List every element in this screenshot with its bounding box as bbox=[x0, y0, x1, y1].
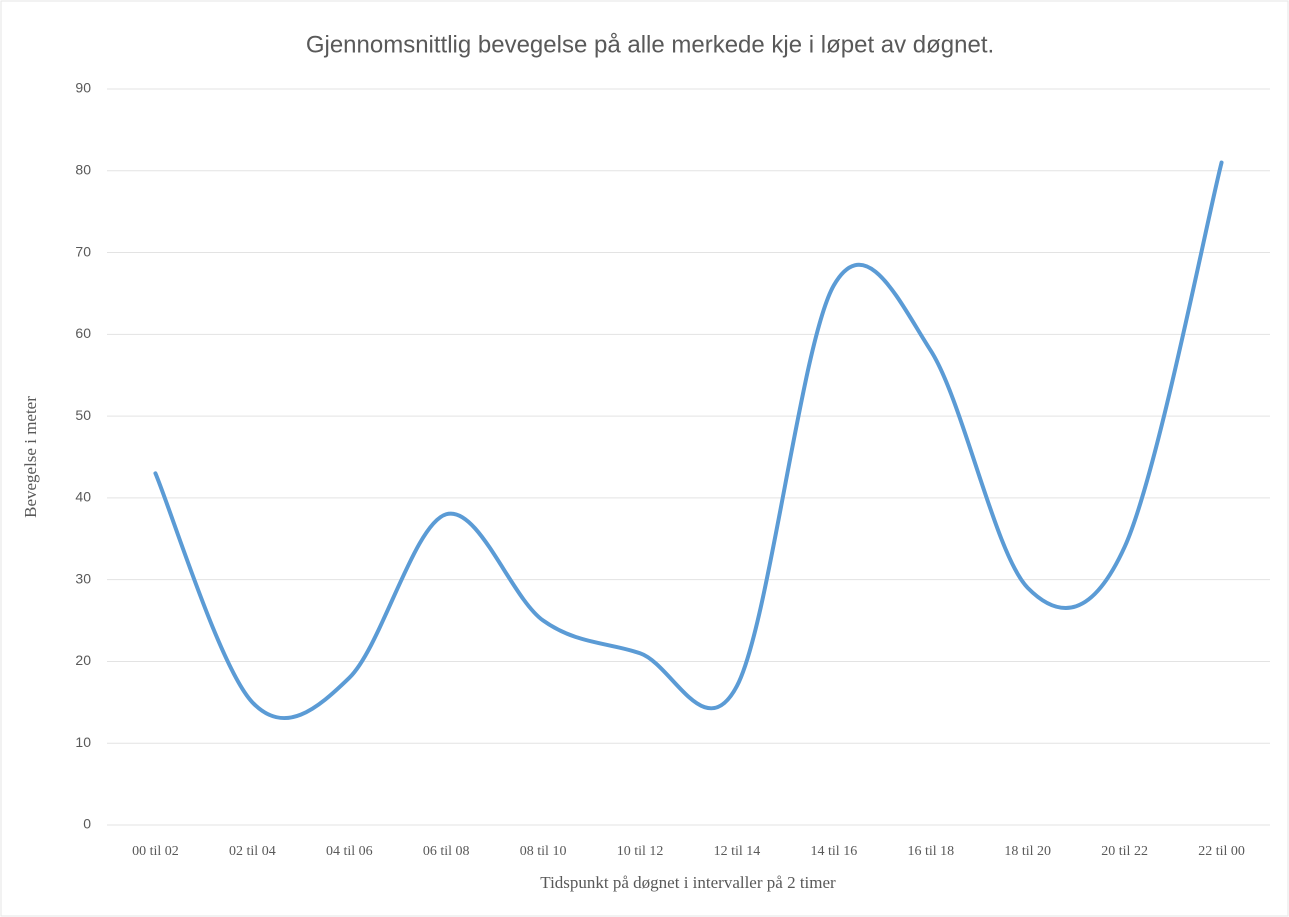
y-tick-label: 0 bbox=[83, 816, 91, 832]
y-tick-label: 10 bbox=[75, 734, 91, 750]
x-tick-label: 10 til 12 bbox=[617, 844, 664, 859]
x-tick-label: 08 til 10 bbox=[520, 844, 567, 859]
x-tick-label: 20 til 22 bbox=[1101, 844, 1148, 859]
x-tick-label: 18 til 20 bbox=[1004, 844, 1051, 859]
y-tick-label: 70 bbox=[75, 243, 91, 259]
y-tick-label: 90 bbox=[75, 80, 91, 96]
x-tick-label: 02 til 04 bbox=[229, 844, 276, 859]
y-tick-label: 20 bbox=[75, 652, 91, 668]
y-tick-label: 80 bbox=[75, 161, 91, 177]
x-axis-label: Tidspunkt på døgnet i intervaller på 2 t… bbox=[540, 873, 836, 892]
y-axis-label: Bevegelse i meter bbox=[21, 396, 40, 518]
data-line bbox=[153, 160, 1224, 721]
y-tick-label: 60 bbox=[75, 325, 91, 341]
x-tick-label: 04 til 06 bbox=[326, 844, 373, 859]
chart-title: Gjennomsnittlig bevegelse på alle merked… bbox=[306, 31, 994, 58]
x-tick-label: 22 til 00 bbox=[1198, 844, 1245, 859]
x-tick-label: 06 til 08 bbox=[423, 844, 470, 859]
x-tick-label: 12 til 14 bbox=[714, 844, 761, 859]
x-tick-label: 00 til 02 bbox=[132, 844, 179, 859]
y-tick-label: 50 bbox=[75, 407, 91, 423]
y-tick-label: 40 bbox=[75, 489, 91, 505]
x-tick-label: 14 til 16 bbox=[811, 844, 858, 859]
x-tick-label: 16 til 18 bbox=[907, 844, 954, 859]
y-tick-label: 30 bbox=[75, 570, 91, 586]
